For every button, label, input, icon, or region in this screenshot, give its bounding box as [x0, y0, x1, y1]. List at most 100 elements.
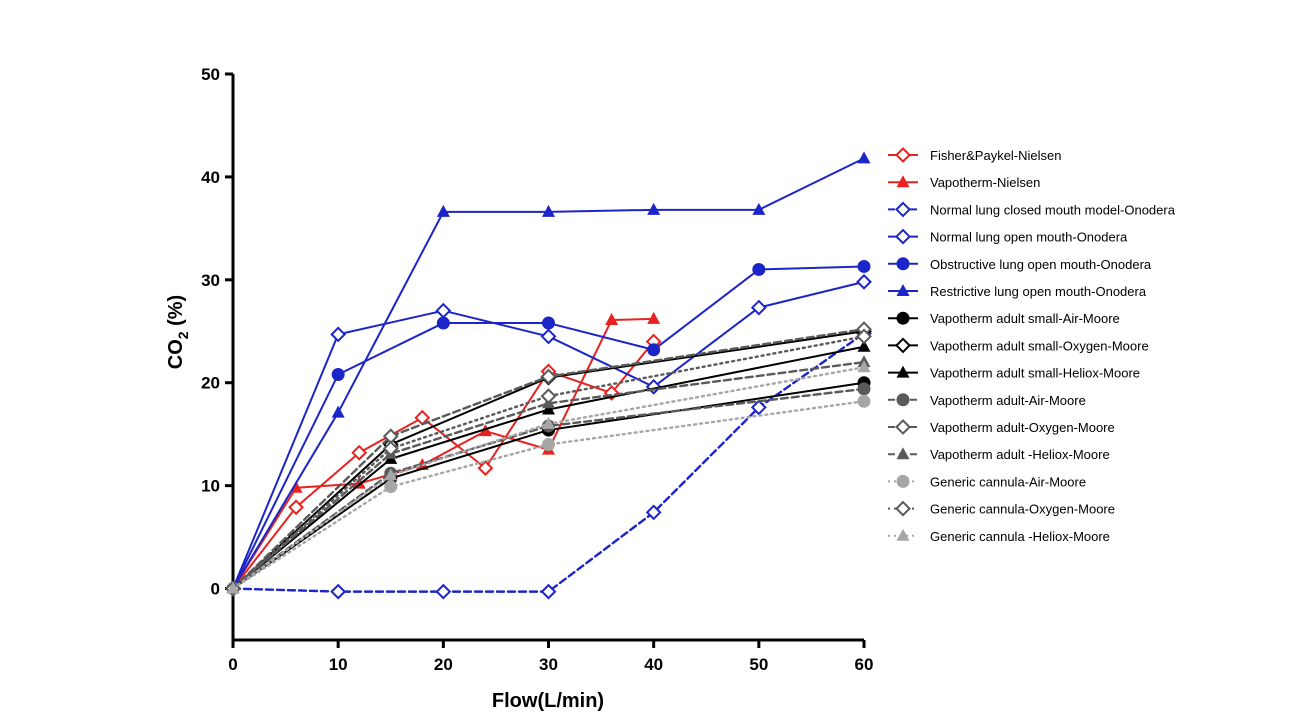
- data-point: [542, 316, 555, 330]
- data-point: [436, 316, 450, 330]
- legend-marker: [896, 393, 910, 407]
- data-point: [540, 388, 557, 405]
- data-point: [330, 583, 347, 600]
- series-line: [231, 328, 866, 590]
- data-point: [288, 499, 305, 516]
- legend-entry-14: Generic cannula-Oxygen-Moore: [888, 500, 1115, 517]
- legend-entry-15: Generic cannula -Heliox-Moore: [888, 528, 1110, 544]
- x-tick-label: 10: [329, 655, 348, 674]
- data-point: [540, 328, 557, 345]
- legend-entry-8: Vapotherm adult small-Oxygen-Moore: [888, 337, 1149, 353]
- series-5: [226, 259, 871, 596]
- legend-marker: [895, 147, 911, 163]
- legend-marker: [896, 447, 910, 460]
- y-axis-title-main: CO: [165, 339, 187, 369]
- data-point: [542, 402, 555, 415]
- series-line: [231, 366, 866, 590]
- legend-marker: [896, 311, 910, 325]
- x-tick-label: 30: [539, 655, 558, 674]
- data-point: [856, 328, 872, 345]
- legend-label: Vapotherm adult small-Heliox-Moore: [930, 366, 1140, 381]
- legend-marker: [896, 365, 910, 378]
- data-point: [542, 437, 555, 451]
- data-point: [857, 339, 871, 352]
- data-point: [540, 368, 557, 385]
- data-point: [351, 444, 368, 461]
- y-tick-label: 40: [201, 168, 220, 187]
- legend-marker: [896, 257, 910, 271]
- data-point: [752, 263, 766, 277]
- data-point: [436, 204, 450, 217]
- legend-label: Vapotherm adult -Heliox-Moore: [930, 447, 1110, 462]
- data-point: [752, 202, 766, 215]
- data-point: [382, 440, 399, 457]
- data-point: [435, 302, 452, 319]
- legend-marker: [896, 528, 910, 541]
- data-point: [647, 202, 661, 215]
- legend-entry-3: Normal lung closed mouth model-Onodera: [888, 201, 1176, 218]
- data-point: [226, 581, 240, 594]
- legend-entry-4: Normal lung open mouth-Onodera: [888, 228, 1128, 245]
- data-point: [750, 399, 767, 416]
- x-axis-title: Flow(L/min): [492, 690, 604, 712]
- data-point: [331, 367, 345, 381]
- chart-axes: 0 10 20 30 40 50 0 10 20 30 40 50 60: [201, 65, 873, 674]
- legend-entry-11: Vapotherm adult-Oxygen-Moore: [888, 419, 1115, 435]
- x-tick-label: 40: [644, 655, 663, 674]
- legend-entry-9: Vapotherm adult small-Heliox-Moore: [888, 365, 1140, 381]
- series-line: [232, 317, 655, 590]
- legend-label: Obstructive lung open mouth-Onodera: [930, 257, 1152, 272]
- y-axis-title: CO2 (%): [165, 295, 191, 369]
- series-line: [231, 400, 866, 590]
- legend-label: Vapotherm-Nielsen: [930, 175, 1040, 190]
- series-line: [232, 330, 865, 590]
- legend-label: Generic cannula -Heliox-Moore: [930, 529, 1110, 544]
- x-tick-label: 20: [434, 655, 453, 674]
- legend-marker: [895, 201, 911, 218]
- data-point: [645, 504, 662, 521]
- y-axis-title-subscript: 2: [175, 331, 191, 339]
- chart-legend: Fisher&Paykel-Nielsen Vapotherm-Nielsen No…: [888, 147, 1176, 544]
- y-tick-label: 50: [201, 65, 220, 84]
- series-2: [226, 311, 661, 594]
- legend-label: Fisher&Paykel-Nielsen: [930, 148, 1062, 163]
- chart-series: [225, 151, 872, 600]
- data-point: [435, 583, 452, 600]
- data-point: [331, 405, 345, 418]
- y-axis-title-unit: (%): [165, 295, 187, 332]
- data-point: [330, 326, 347, 343]
- data-point: [384, 480, 398, 494]
- series-line: [231, 335, 866, 590]
- legend-marker: [896, 284, 910, 296]
- data-point: [542, 416, 555, 429]
- legend-label: Vapotherm adult small-Air-Moore: [930, 311, 1120, 326]
- data-point: [477, 460, 494, 477]
- series-line: [232, 340, 655, 590]
- data-point: [647, 311, 661, 324]
- legend-label: Generic cannula-Oxygen-Moore: [930, 502, 1115, 517]
- data-point: [352, 476, 366, 489]
- data-point: [542, 204, 555, 217]
- y-tick-label: 0: [211, 580, 220, 599]
- series-4: [225, 273, 872, 597]
- y-tick-label: 30: [201, 271, 220, 290]
- legend-marker: [896, 474, 910, 488]
- series-line: [231, 360, 866, 590]
- data-point: [857, 151, 871, 164]
- data-point: [384, 468, 398, 481]
- x-tick-label: 50: [749, 655, 768, 674]
- legend-label: Normal lung closed mouth model-Onodera: [930, 202, 1176, 217]
- series-15: [226, 360, 871, 594]
- legend-label: Vapotherm adult small-Oxygen-Moore: [930, 338, 1149, 353]
- y-tick-label: 20: [201, 374, 220, 393]
- x-tick-label: 60: [855, 655, 874, 674]
- legend-entry-12: Vapotherm adult -Heliox-Moore: [888, 447, 1110, 462]
- data-point: [605, 312, 619, 325]
- legend-marker: [895, 228, 911, 245]
- legend-label: Vapotherm adult-Air-Moore: [930, 393, 1086, 408]
- data-point: [857, 360, 871, 373]
- legend-label: Generic cannula-Air-Moore: [930, 474, 1086, 489]
- legend-marker: [896, 175, 910, 188]
- legend-label: Restrictive lung open mouth-Onodera: [930, 284, 1147, 299]
- data-point: [857, 382, 871, 396]
